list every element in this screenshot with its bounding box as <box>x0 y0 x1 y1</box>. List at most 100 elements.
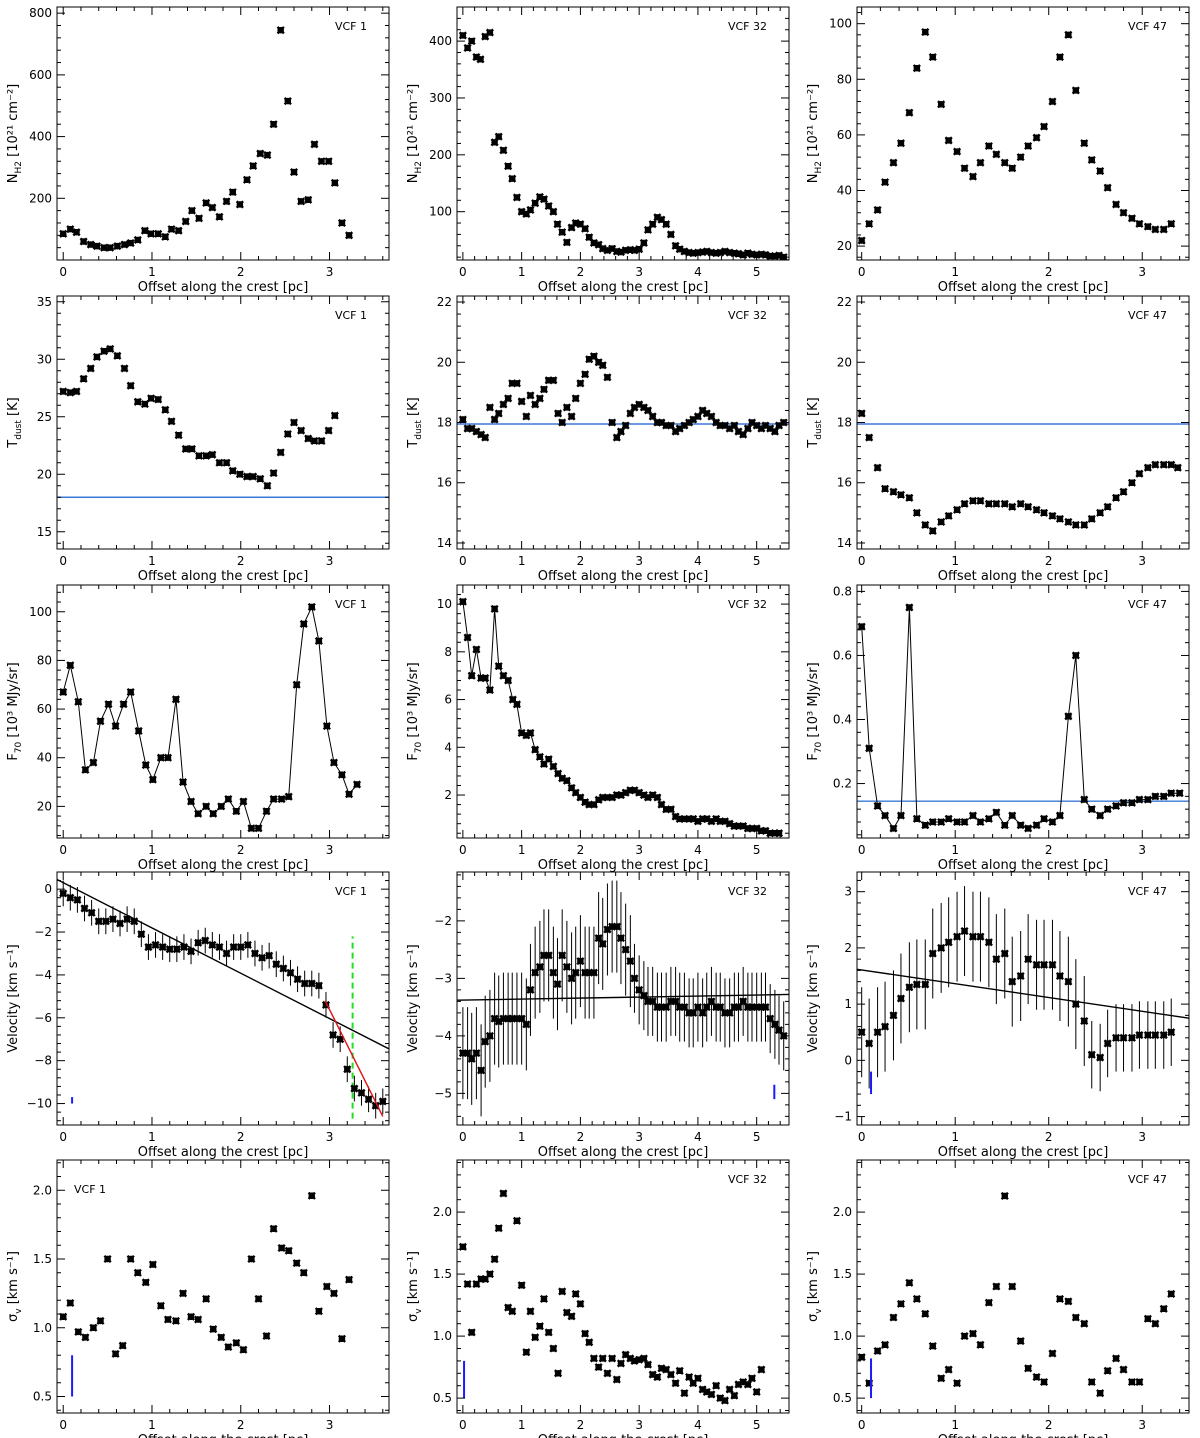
data-point <box>905 603 914 612</box>
data-point <box>562 962 571 971</box>
data-point <box>873 1028 882 1037</box>
data-point <box>693 1003 702 1012</box>
data-point <box>757 1003 766 1012</box>
data-point <box>720 817 729 826</box>
data-point <box>881 178 890 187</box>
data-point <box>472 645 481 654</box>
data-point <box>194 214 204 223</box>
data-point <box>115 919 125 928</box>
data-point <box>653 418 662 427</box>
data-point <box>558 228 567 237</box>
y-tick-label: 14 <box>837 536 852 550</box>
data-point <box>101 917 110 926</box>
data-point <box>269 469 278 478</box>
y-tick-label: −1 <box>834 1110 852 1124</box>
data-point <box>896 1299 906 1308</box>
data-point <box>725 819 734 828</box>
data-point <box>639 790 648 800</box>
data-point <box>976 1340 985 1349</box>
data-point <box>716 1394 725 1403</box>
data-point <box>1055 811 1064 820</box>
data-point <box>235 200 244 209</box>
data-point <box>720 1396 729 1405</box>
y-tick-label: −2 <box>34 925 52 939</box>
plot-frame <box>456 871 790 1126</box>
data-point <box>531 745 540 754</box>
data-point <box>662 1003 671 1012</box>
data-point <box>1039 508 1049 517</box>
panel-tag: VCF 47 <box>1128 1173 1167 1186</box>
data-point <box>526 391 535 400</box>
data-point <box>1135 1030 1144 1040</box>
data-point <box>554 769 563 778</box>
data-point <box>734 249 743 258</box>
data-point <box>734 1003 743 1012</box>
data-point <box>1143 1314 1152 1323</box>
data-point <box>626 245 635 254</box>
data-point <box>512 1014 521 1023</box>
x-tick-label: 0 <box>858 554 866 568</box>
panel-tag: VCF 1 <box>335 885 367 898</box>
data-point <box>944 1365 953 1374</box>
data-point <box>571 218 580 228</box>
data-point <box>571 968 580 977</box>
data-point <box>666 805 675 814</box>
data-point <box>1119 208 1128 217</box>
data-point <box>761 421 770 430</box>
data-point <box>81 1333 90 1342</box>
data-point <box>202 451 211 460</box>
data-point <box>1016 821 1025 830</box>
y-axis-subscript: dust <box>14 420 24 440</box>
x-axis-title: Offset along the crest [pc] <box>138 1145 309 1160</box>
y-tick-label: −8 <box>34 1054 52 1068</box>
data-point <box>873 205 882 215</box>
data-point <box>662 805 671 814</box>
panel-tag: VCF 32 <box>728 1173 767 1186</box>
x-tick-label: 3 <box>635 265 643 279</box>
data-point <box>657 1003 666 1012</box>
data-point <box>953 505 962 514</box>
x-tick-label: 1 <box>518 843 526 857</box>
data-point <box>598 361 607 370</box>
data-point <box>329 1289 339 1298</box>
data-point <box>1032 960 1041 969</box>
data-point <box>217 802 226 811</box>
data-point <box>494 1017 503 1026</box>
data-point <box>937 817 946 827</box>
data-point <box>589 1354 598 1363</box>
data-point <box>96 1316 105 1325</box>
data-point <box>329 1030 338 1039</box>
x-tick-label: 3 <box>1138 843 1146 857</box>
y-axis-symbol: Velocity <box>806 1001 821 1052</box>
x-axis-title: Offset along the crest [pc] <box>938 1145 1109 1160</box>
data-point <box>279 964 288 973</box>
panel-vel-vcf47: 0 1 2 3 −1 0 1 2 3 Offset along the crest [pc] Vel… <box>806 871 1190 1160</box>
y-tick-label: 8 <box>444 645 452 659</box>
x-tick-label: 2 <box>577 1130 585 1144</box>
data-point <box>1096 1389 1105 1398</box>
y-tick-label: −4 <box>434 1029 452 1043</box>
data-point <box>928 526 937 535</box>
data-point <box>643 997 653 1006</box>
data-point <box>549 1344 558 1353</box>
y-tick-label: 25 <box>37 410 52 424</box>
fit-line-red <box>324 1000 384 1117</box>
data-point <box>292 1259 301 1268</box>
panel-nh2-vcf47: 0 1 2 3 20 40 60 80 100 Offset along the crest [p… <box>806 6 1190 295</box>
data-point <box>757 1365 766 1374</box>
data-point <box>608 793 617 802</box>
x-tick-label: 1 <box>951 1418 959 1432</box>
data-point <box>562 403 571 412</box>
x-tick-label: 2 <box>1045 1130 1053 1144</box>
data-point <box>94 917 103 926</box>
data-point <box>1024 824 1033 833</box>
data-point <box>544 755 553 764</box>
series-points <box>59 26 354 252</box>
data-point <box>526 985 535 994</box>
data-point <box>229 942 238 952</box>
x-tick-label: 1 <box>148 554 156 568</box>
data-point <box>621 788 630 797</box>
data-point <box>549 762 558 771</box>
y-axis-unit: [km s⁻¹] <box>406 1251 421 1308</box>
data-point <box>968 496 978 505</box>
